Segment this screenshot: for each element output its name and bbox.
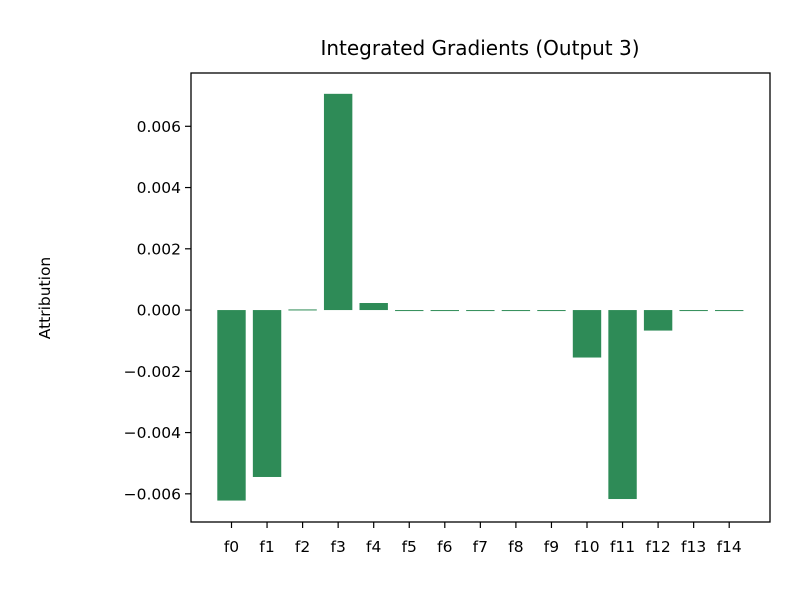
y-tick-label: 0.002 bbox=[137, 240, 181, 258]
y-axis-label: Attribution bbox=[36, 257, 54, 340]
y-tick-label: −0.004 bbox=[124, 424, 181, 442]
x-axis-ticks: f0 f1 f2 f3 f4 f5 f6 f7 f8 f9 f10 f11 f12 f13 f14 bbox=[224, 522, 742, 556]
y-tick-label: −0.006 bbox=[124, 485, 181, 503]
x-tick-label: f14 bbox=[717, 538, 742, 556]
chart-title: Integrated Gradients (Output 3) bbox=[320, 36, 639, 60]
x-tick-label: f12 bbox=[646, 538, 671, 556]
y-axis-ticks: −0.006 −0.004 −0.002 0.000 0.002 0.004 0.006 bbox=[124, 118, 191, 503]
x-tick-label: f13 bbox=[681, 538, 706, 556]
x-tick-label: f3 bbox=[330, 538, 345, 556]
x-tick-label: f7 bbox=[473, 538, 488, 556]
bar-f12 bbox=[643, 310, 673, 331]
bar-f1 bbox=[252, 310, 282, 477]
bar-f4 bbox=[359, 303, 388, 311]
bar-f10 bbox=[572, 310, 602, 358]
plot-frame bbox=[190, 72, 771, 523]
y-tick-label: 0.004 bbox=[137, 179, 181, 197]
x-tick-label: f6 bbox=[437, 538, 452, 556]
bar-f13 bbox=[679, 310, 708, 312]
bar-f11 bbox=[608, 310, 637, 500]
y-tick-label: 0.000 bbox=[137, 302, 181, 320]
x-tick-label: f9 bbox=[544, 538, 559, 556]
x-tick-label: f2 bbox=[295, 538, 310, 556]
bar-f7 bbox=[466, 310, 495, 312]
bar-f5 bbox=[395, 310, 424, 312]
bar-f0 bbox=[217, 310, 246, 501]
x-tick-label: f4 bbox=[366, 538, 381, 556]
bar-f9 bbox=[537, 310, 566, 312]
y-tick-label: 0.006 bbox=[137, 118, 181, 136]
bar-f2 bbox=[288, 309, 317, 311]
bar-f6 bbox=[430, 310, 459, 312]
x-tick-label: f1 bbox=[259, 538, 274, 556]
x-tick-label: f8 bbox=[508, 538, 523, 556]
bar-f14 bbox=[715, 310, 744, 312]
bar-f3 bbox=[323, 93, 353, 311]
bars-group bbox=[217, 93, 744, 501]
x-tick-label: f10 bbox=[574, 538, 599, 556]
bar-f8 bbox=[501, 310, 531, 312]
y-tick-label: −0.002 bbox=[124, 363, 181, 381]
x-tick-label: f11 bbox=[610, 538, 635, 556]
x-tick-label: f0 bbox=[224, 538, 239, 556]
x-tick-label: f5 bbox=[402, 538, 417, 556]
